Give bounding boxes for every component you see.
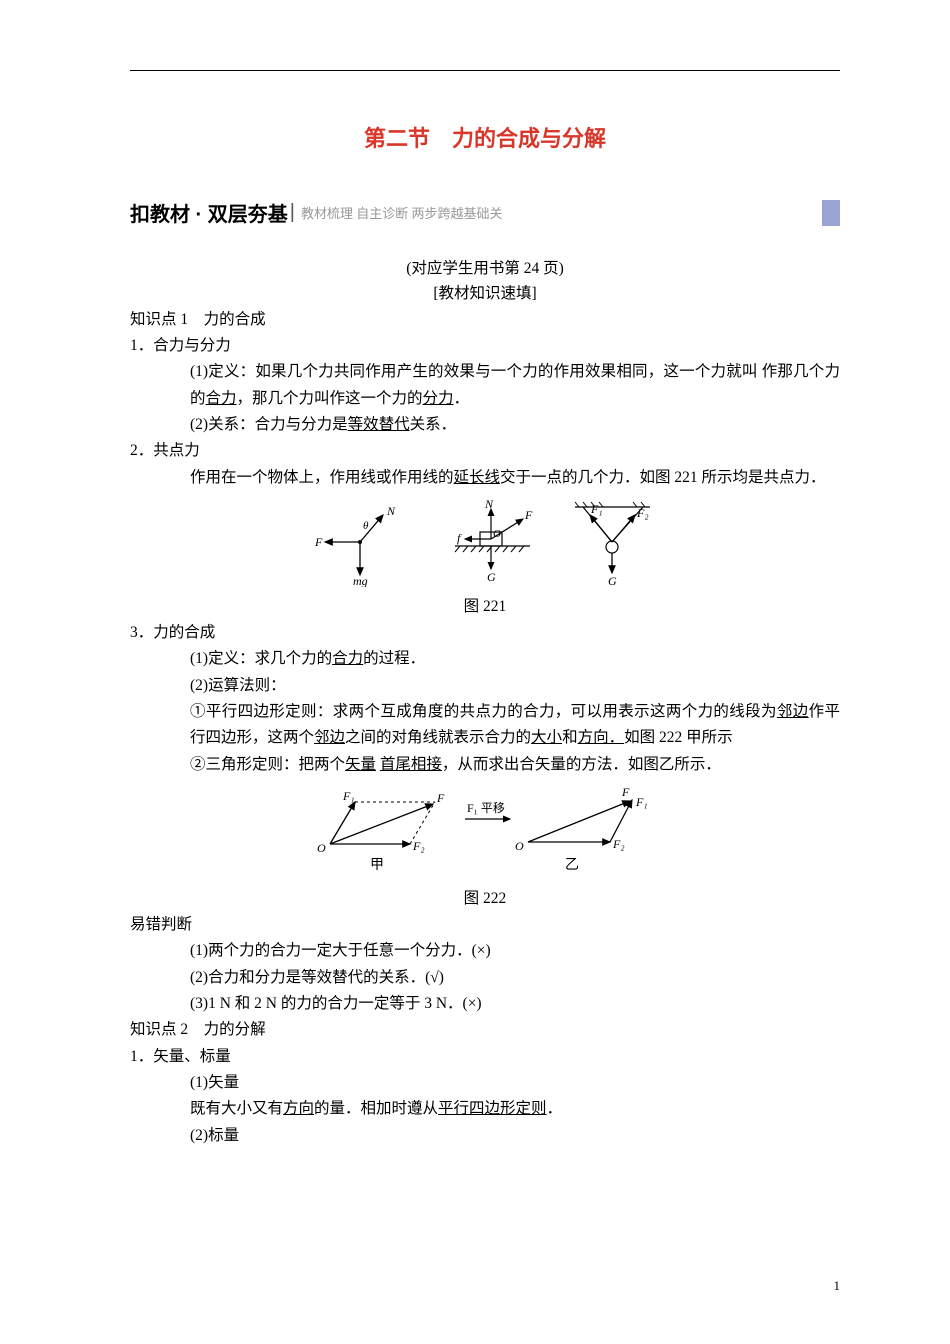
figure-221: F N θ mg N F [130,497,840,616]
text: ②三角形定则：把两个 [190,756,345,773]
label-yi: 乙 [565,857,579,873]
underline: 分力 [423,390,454,407]
label-N2: N [484,497,494,511]
label-N: N [386,504,396,518]
k2-1-1b: 既有大小又有方向的量．相加时遵从平行四边形定则． [190,1096,840,1122]
k2-1: 1．矢量、标量 [130,1044,840,1070]
label-F: F [314,535,323,549]
k1-1-1: (1)定义：如果几个力共同作用产生的效果与一个力的作用效果相同，这一个力就叫 作… [190,359,840,412]
k1-3: 3．力的合成 [130,620,840,646]
underline: 合力 [206,390,237,407]
text: 和 [562,729,578,746]
figure-222-caption: 图 222 [130,886,840,908]
label-theta: θ [363,520,369,532]
label-F2: F₂ [412,839,425,853]
page-title: 第二节 力的合成与分解 [130,121,840,153]
label-jia: 甲 [370,858,384,873]
figure-221-svg: F N θ mg N F [305,497,665,587]
underline: 大小 [531,729,562,746]
k2-1-1: (1)矢量 [190,1070,840,1096]
text: 之间的对角线就表示合力的 [345,729,531,746]
text: (1)定义：如果几个力共同作用产生的效果与一个力的作用效果相同，这一个力就叫 [190,363,758,380]
underline: 矢量 [345,756,376,773]
label-F1b: F₁ [635,795,648,809]
text: (2)关系：合力与分力是 [190,416,348,433]
text: 既有大小又有 [190,1100,283,1117]
figure-221-caption: 图 221 [130,594,840,616]
text: ①平行四边形定则：求两个互成角度的共点力的合力，可以用表示这两个力的线段为 [190,703,777,720]
label-mg: mg [353,574,368,587]
banner-divider: | [290,201,295,224]
text: 交于一点的几个力．如图 221 所示均是共点力． [500,469,826,486]
kp1-heading: 知识点 1 力的合成 [130,307,840,333]
text: ． [454,390,470,407]
underline: 合力 [332,650,363,667]
k2-1-2: (2)标量 [190,1123,840,1149]
label-F: F [436,791,445,805]
section-subnote: [教材知识速填] [130,282,840,307]
label-F2b: F₂ [612,837,625,851]
text: (1)定义：求几个力的 [190,650,332,667]
section-banner: 扣教材 · 双层夯基 | 教材梳理 自主诊断 两步跨越基础关 [130,198,840,227]
page-reference: (对应学生用书第 24 页) [130,257,840,282]
banner-accent-block [822,200,840,226]
underline: 平行四边形定则 [438,1100,547,1117]
label-O: O [317,841,326,855]
label-O2: O [515,839,524,853]
underline: 等效替代 [348,416,410,433]
k1-1: 1．合力与分力 [130,333,840,359]
err-3: (3)1 N 和 2 N 的力的合力一定等于 3 N．(×) [190,991,840,1017]
page: 第二节 力的合成与分解 扣教材 · 双层夯基 | 教材梳理 自主诊断 两步跨越基… [0,0,950,1344]
k1-3-1: (1)定义：求几个力的合力的过程． [190,646,840,672]
text: ． [547,1100,563,1117]
text: ，从而求出合矢量的方法．如图乙所示． [442,756,721,773]
label-F2: F [524,508,533,522]
underline: 邻边 [777,703,809,720]
text: 的量．相加时遵从 [314,1100,438,1117]
kp2-heading: 知识点 2 力的分解 [130,1017,840,1043]
underline: 方向 [283,1100,314,1117]
label-O: O [493,528,501,540]
label-F1: F₁ [590,502,603,516]
err-1: (1)两个力的合力一定大于任意一个分力．(×) [190,938,840,964]
k1-3-2b: ②三角形定则：把两个矢量 首尾相接，从而求出合矢量的方法．如图乙所示． [190,752,840,778]
k1-3-2: (2)运算法则： [190,673,840,699]
top-rule [130,70,840,71]
page-number: 1 [834,1278,841,1294]
label-F22: F₂ [636,506,649,520]
underline: 首尾相接 [380,756,442,773]
underline: 延长线 [454,469,501,486]
text: 作用在一个物体上，作用线或作用线的 [190,469,454,486]
text: 如图 222 甲所示 [624,729,733,746]
k1-2: 2．共点力 [130,438,840,464]
banner-subtitle: 教材梳理 自主诊断 两步跨越基础关 [301,203,503,222]
k1-2-1: 作用在一个物体上，作用线或作用线的延长线交于一点的几个力．如图 221 所示均是… [190,465,840,491]
figure-222-svg: O F₁ F₂ F 甲 F₁ 平移 O F₂ [305,784,665,879]
underline: 邻边 [314,729,345,746]
figure-222: O F₁ F₂ F 甲 F₁ 平移 O F₂ [130,784,840,908]
k1-3-2a: ①平行四边形定则：求两个互成角度的共点力的合力，可以用表示这两个力的线段为邻边作… [190,699,840,752]
k1-1-2: (2)关系：合力与分力是等效替代关系． [190,412,840,438]
text: ，那几个力叫作这一个力的 [237,390,423,407]
underline: 方向． [578,729,625,746]
banner-left: 扣教材 · 双层夯基 [130,198,288,227]
label-move: F₁ 平移 [467,801,505,815]
label-F1: F₁ [342,789,355,803]
text: 关系． [410,416,457,433]
err-head: 易错判断 [130,912,840,938]
label-Fb: F [621,785,630,799]
label-f: f [457,531,462,545]
text: 的过程． [363,650,425,667]
label-G2: G [608,574,617,587]
err-2: (2)合力和分力是等效替代的关系．(√) [190,965,840,991]
label-G: G [487,570,496,584]
